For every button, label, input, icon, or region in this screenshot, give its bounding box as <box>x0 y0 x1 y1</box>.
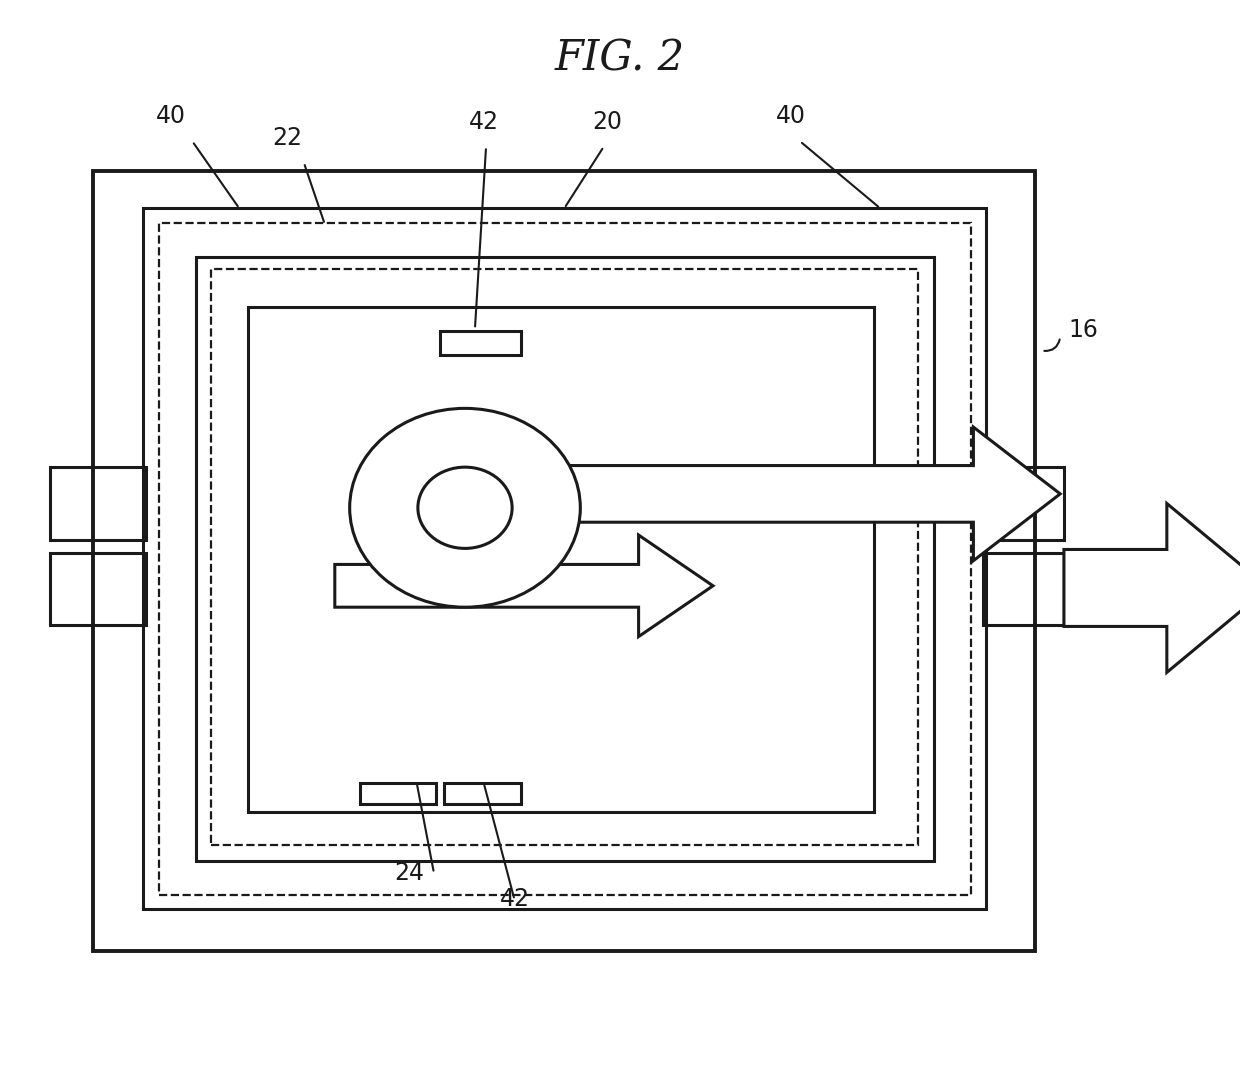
Bar <box>50 467 146 540</box>
Text: 40: 40 <box>776 105 806 128</box>
Bar <box>440 331 521 355</box>
Bar <box>93 171 1035 951</box>
Bar <box>360 783 436 804</box>
Bar <box>983 553 1064 625</box>
Bar <box>50 553 146 625</box>
Circle shape <box>350 408 580 607</box>
Polygon shape <box>1064 503 1240 672</box>
Circle shape <box>418 467 512 548</box>
Bar <box>196 257 934 861</box>
Text: 24: 24 <box>394 862 424 885</box>
Bar <box>983 467 1064 540</box>
Text: 42: 42 <box>469 110 498 134</box>
Text: 20: 20 <box>593 110 622 134</box>
Bar <box>248 307 874 812</box>
Text: 40: 40 <box>156 105 186 128</box>
Bar <box>444 783 521 804</box>
Text: 16: 16 <box>1069 319 1099 342</box>
Text: FIG. 2: FIG. 2 <box>556 37 684 79</box>
Text: 42: 42 <box>500 887 529 911</box>
Polygon shape <box>539 427 1060 560</box>
Polygon shape <box>335 534 713 636</box>
Bar <box>159 223 971 895</box>
Text: 22: 22 <box>273 126 303 150</box>
Bar <box>211 269 918 845</box>
Bar <box>143 208 986 909</box>
